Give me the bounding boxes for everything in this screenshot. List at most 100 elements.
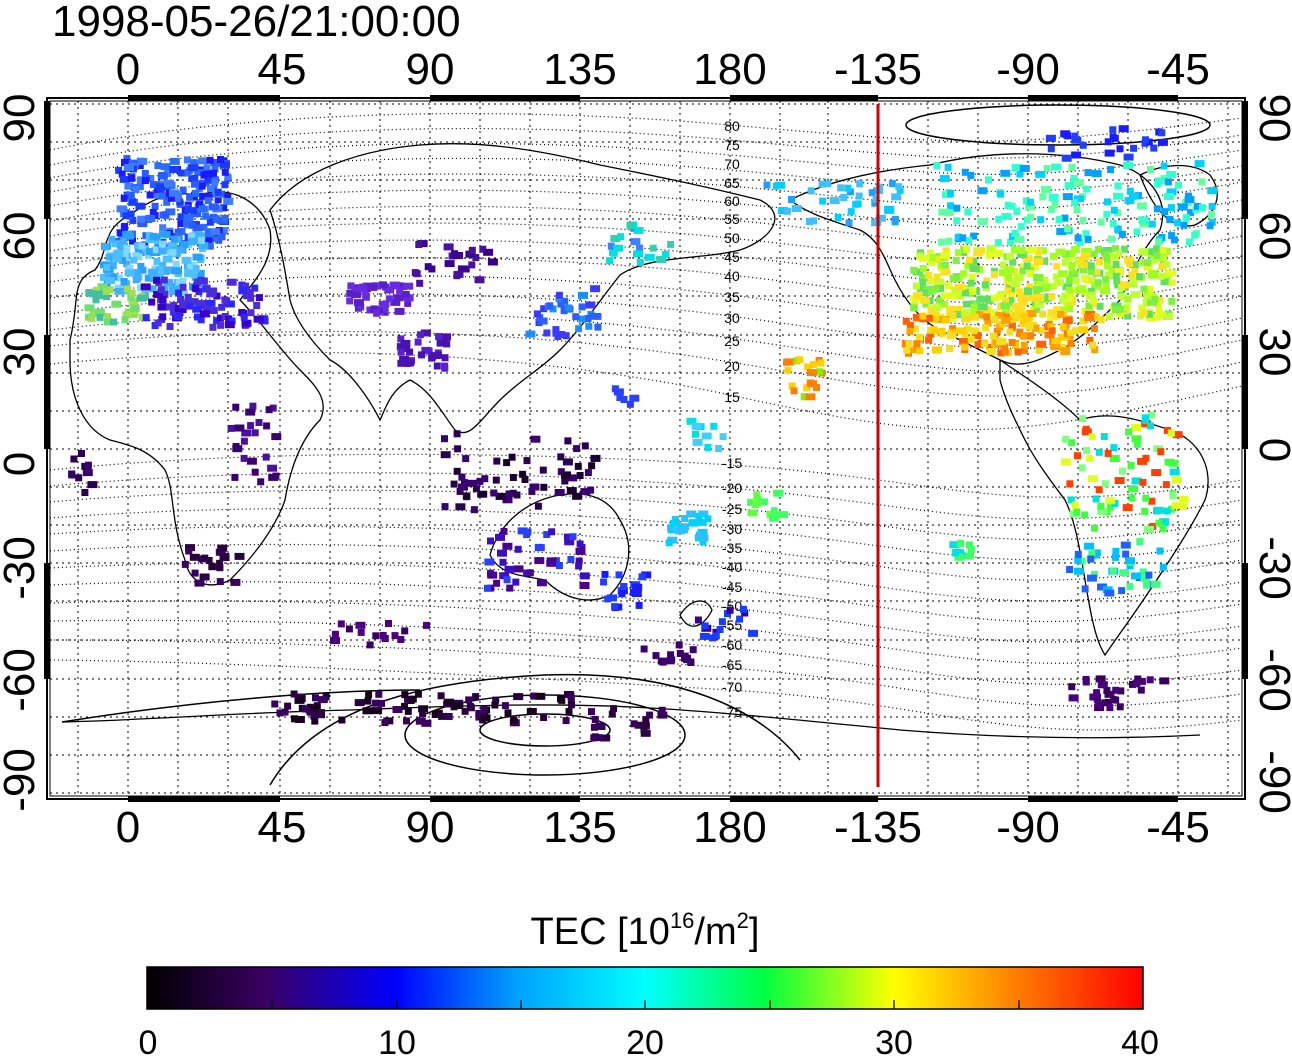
tec-point (632, 583, 643, 591)
tec-point (404, 359, 415, 367)
tec-point (557, 453, 565, 461)
tec-point (402, 290, 410, 298)
tec-point (337, 620, 345, 628)
tec-point (1133, 679, 1141, 687)
tec-point (1081, 247, 1092, 255)
tec-point (1129, 192, 1139, 200)
tec-point (1128, 494, 1136, 502)
tec-point (456, 487, 464, 495)
tec-point (1159, 563, 1167, 571)
tec-point (1094, 701, 1102, 709)
tec-point (366, 306, 374, 314)
tec-point (1059, 323, 1067, 331)
tec-point (1130, 278, 1138, 286)
tec-point (103, 293, 110, 301)
tec-point (630, 720, 638, 728)
tec-point (263, 422, 271, 430)
tec-point (1032, 285, 1043, 293)
contour-label: 25 (724, 333, 740, 349)
tec-point (103, 318, 111, 326)
contour-label: 20 (724, 358, 740, 374)
tec-point (139, 266, 147, 274)
tec-point (970, 232, 978, 240)
tec-point (121, 251, 129, 259)
tec-point (1020, 332, 1028, 340)
tec-point (1119, 467, 1126, 475)
tec-point (1052, 312, 1060, 320)
tec-point (1144, 259, 1152, 267)
tec-point (119, 175, 130, 183)
tec-point (503, 576, 511, 584)
tec-point (994, 239, 1002, 247)
tec-point (120, 278, 128, 285)
tec-point (1041, 257, 1049, 265)
tec-point (1145, 571, 1153, 579)
tec-point (704, 515, 712, 523)
tec-point (1162, 481, 1170, 489)
tec-point (806, 369, 817, 377)
tec-point (271, 700, 279, 708)
tec-point (403, 282, 414, 290)
tec-point (712, 628, 720, 636)
tec-point (370, 283, 378, 291)
tec-point (390, 298, 401, 306)
tec-point (946, 312, 957, 319)
tec-point (1073, 508, 1081, 516)
tec-point (670, 519, 680, 527)
tec-point (615, 571, 623, 579)
tec-point (1153, 507, 1160, 515)
tec-point (94, 308, 105, 316)
tec-point (1035, 170, 1046, 178)
tec-point (996, 338, 1007, 346)
tec-point (638, 573, 646, 581)
tec-point (626, 400, 634, 408)
tec-point (1166, 216, 1174, 223)
tec-point (526, 569, 534, 577)
tec-point (1123, 304, 1131, 312)
tec-point (567, 693, 575, 700)
tec-point (1112, 245, 1119, 253)
tec-point (217, 544, 228, 552)
tec-point (519, 470, 527, 478)
tec-point (1013, 274, 1024, 281)
tec-point (1144, 525, 1154, 533)
contour-label: 30 (724, 310, 740, 326)
tec-point (1159, 677, 1170, 685)
tec-point (124, 182, 132, 190)
tec-point (1155, 306, 1163, 314)
tec-point (564, 533, 574, 541)
tec-point (575, 547, 586, 555)
tec-point (945, 237, 953, 245)
tec-point (93, 286, 101, 294)
tec-point (681, 515, 689, 522)
tec-point (428, 265, 436, 273)
tec-point (1103, 210, 1111, 218)
tec-point (1035, 278, 1043, 285)
tec-point (186, 261, 197, 269)
tec-point (598, 722, 606, 730)
right-lat-tick: -60 (1250, 648, 1292, 712)
tec-point (221, 313, 229, 320)
tec-point (493, 457, 501, 465)
tec-point (121, 159, 131, 166)
tec-point (372, 632, 380, 640)
tec-point (517, 527, 528, 535)
tec-point (70, 455, 78, 463)
tec-point (686, 510, 697, 518)
tec-point (569, 533, 577, 541)
tec-point (1112, 553, 1119, 561)
tec-point (1004, 277, 1012, 285)
tec-point (1129, 680, 1136, 688)
tec-point (249, 402, 257, 410)
tec-point (129, 237, 136, 245)
tec-point (445, 713, 453, 720)
tec-point (576, 472, 584, 479)
tec-point (1002, 297, 1010, 305)
tec-point (573, 445, 581, 453)
tec-point (418, 705, 429, 713)
tec-point (81, 489, 89, 496)
tec-point (385, 620, 392, 627)
tec-point (1108, 235, 1116, 243)
tec-point (895, 183, 903, 191)
tec-point (906, 321, 914, 329)
